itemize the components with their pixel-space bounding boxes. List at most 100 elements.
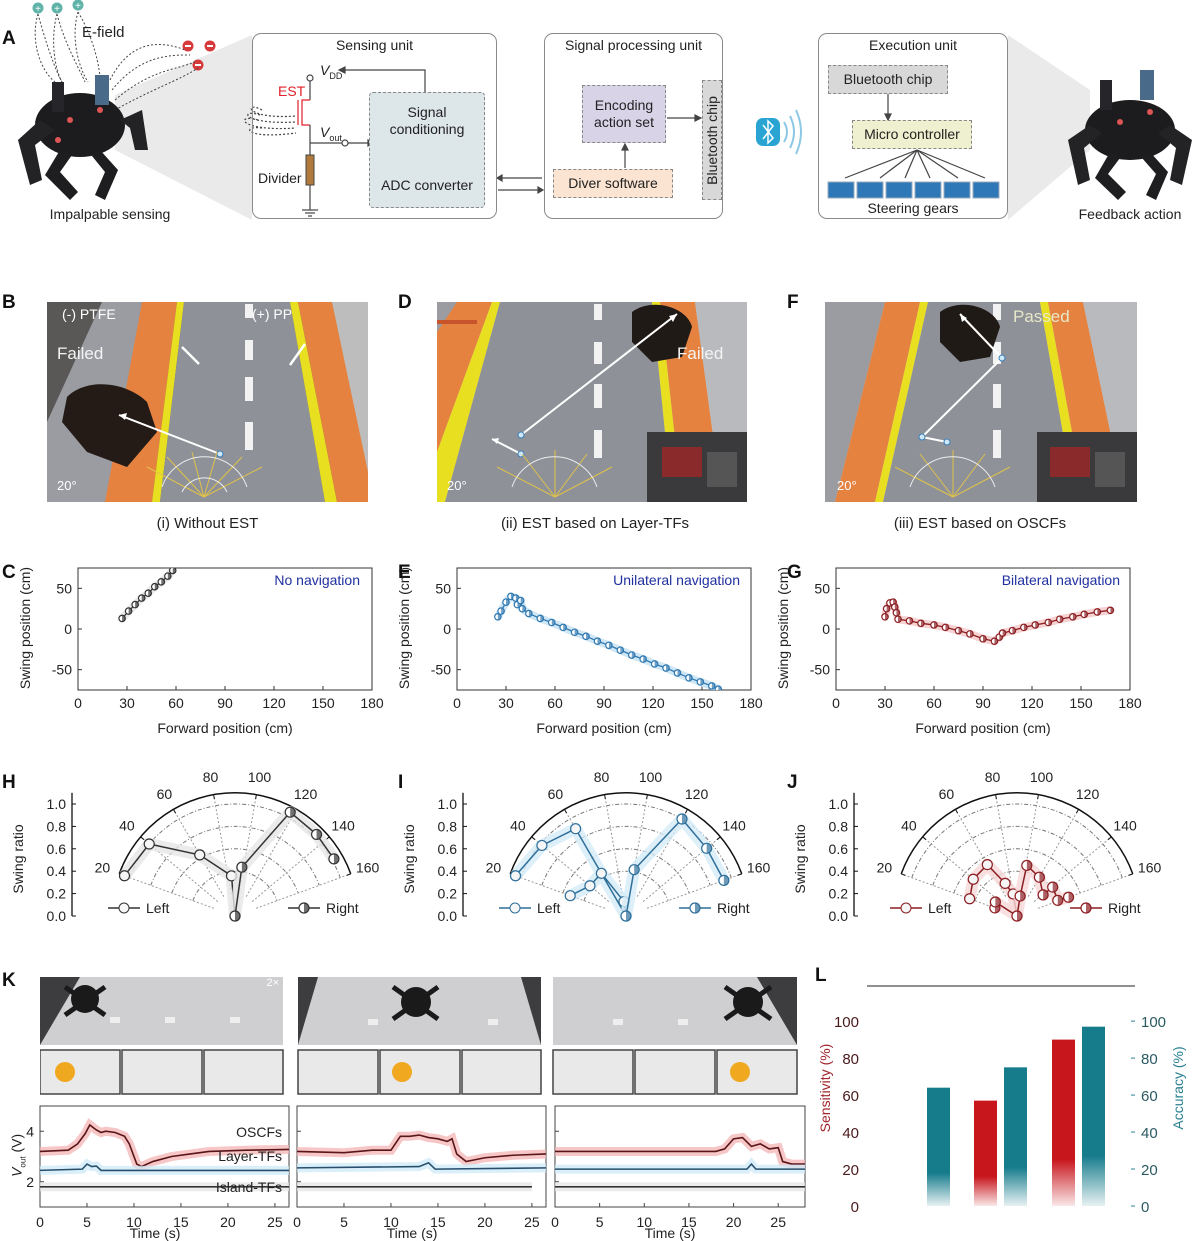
data-point-right: [1062, 891, 1075, 903]
marker-half: [1012, 627, 1016, 634]
data-point-right: [1011, 910, 1023, 922]
y-tick-label: 0.8: [438, 818, 458, 834]
vdd-label: VDD: [320, 62, 342, 81]
data-point-left: [143, 838, 155, 850]
series-band-left: [510, 822, 632, 922]
marker-half: [316, 829, 322, 840]
road-track-image: [437, 302, 747, 502]
y-tick-label: 0.0: [438, 908, 458, 924]
y-tick-label: 0.8: [47, 818, 67, 834]
x-tick-label: 60: [926, 695, 942, 711]
x-tick-label: 60: [547, 695, 563, 711]
feedback-action-label: Feedback action: [1078, 206, 1182, 222]
data-point: [559, 623, 567, 632]
data-point: [882, 604, 891, 613]
angle-tick-label: 160: [1138, 860, 1162, 876]
marker-half: [154, 583, 158, 590]
encoding-action-set-box: Encoding action set: [582, 85, 666, 143]
y-tick-label: 2: [26, 1174, 34, 1190]
legend-label-right: Right: [1108, 900, 1141, 916]
data-point: [582, 632, 590, 641]
data-point: [494, 612, 502, 621]
legend-label-right: Right: [326, 900, 359, 916]
y-tick-label: 0: [443, 621, 451, 637]
marker-half: [894, 603, 898, 611]
y-tick-label: 0.4: [829, 863, 849, 879]
marker-half: [654, 660, 658, 668]
chart-g-trajectory: 0 30 60 90 120 150 180 -50 0 50: [810, 567, 1142, 711]
left-y-tick-label: 100: [834, 1014, 859, 1031]
data-point: [1106, 606, 1115, 615]
steering-gear-icons: [827, 181, 1000, 199]
data-point: [905, 617, 914, 625]
marker-half: [597, 638, 601, 645]
data-point-left: [595, 867, 607, 879]
angle-tick-label: 120: [294, 786, 318, 802]
y-tick-label: 50: [56, 580, 72, 596]
marker-half: [896, 609, 900, 616]
marker-half: [1110, 607, 1114, 614]
chart-k3-vout: 0 5 10 15 20 25: [551, 1105, 806, 1230]
angle-tick-label: 80: [203, 769, 219, 785]
est-label: EST: [278, 83, 306, 99]
marker-half: [290, 807, 296, 818]
x-tick-label: 90: [975, 695, 991, 711]
data-point: [714, 685, 723, 690]
x-tick-label: 0: [74, 695, 82, 711]
panel-label-k: K: [2, 970, 16, 991]
y-tick-label: 0.8: [829, 818, 849, 834]
angle-tick: [716, 836, 721, 841]
y-tick-label: 50: [814, 580, 830, 596]
data-point-left: [964, 893, 976, 905]
data-point-right: [628, 864, 640, 876]
angle-tick-label: 40: [901, 817, 917, 833]
data-point-right: [229, 910, 241, 922]
angular-grid-line: [995, 794, 1014, 895]
x-tick-label: 0: [36, 1214, 44, 1230]
h-ylabel: Swing ratio: [10, 824, 26, 894]
k-photo-1: 2×: [40, 977, 283, 1045]
marker-half: [563, 624, 567, 631]
data-point: [966, 630, 974, 638]
ball-icon: [392, 1062, 412, 1082]
caption-layer-tfs: (ii) EST based on Layer-TFs: [500, 515, 690, 532]
marker-half: [1086, 903, 1091, 913]
data-point-right: [1033, 871, 1045, 883]
vout-unit: (V): [8, 1133, 25, 1157]
marker-half: [1020, 891, 1026, 902]
x-tick-label: 60: [168, 695, 184, 711]
data-point-left: [584, 880, 596, 892]
speed-label: 2×: [266, 977, 279, 989]
data-point: [990, 637, 999, 646]
angular-grid-line: [922, 836, 1001, 902]
g-ylabel: Swing position (cm): [775, 566, 791, 690]
right-y-tick-label: 80: [1141, 1051, 1158, 1068]
photo-without-est: (-) PTFE (+) PP Failed 20°: [47, 302, 368, 502]
accuracy-axis-label: Accuracy (%): [1170, 1046, 1186, 1130]
data-point: [894, 615, 902, 624]
data-point-right: [284, 806, 296, 818]
series-line-oscfs: [39, 1123, 290, 1168]
data-point-left: [967, 873, 979, 885]
angle-label: 20°: [57, 478, 77, 493]
x-tick-label: 90: [217, 695, 233, 711]
chart-k2-vout: 0 5 10 15 20 25: [293, 1105, 547, 1230]
series-line-layer-tfs: [39, 1163, 289, 1172]
data-point-right: [1014, 890, 1026, 902]
panel-label-d: D: [398, 292, 412, 313]
micro-controller-label: Micro controller: [864, 126, 960, 142]
data-point: [979, 634, 987, 643]
angle-tick-label: 20: [486, 860, 502, 876]
data-point: [954, 626, 963, 635]
radial-grid-arc: [911, 803, 1123, 878]
k-detection-boxes: [40, 1048, 798, 1095]
marker-half: [520, 597, 524, 604]
angular-grid-line: [119, 873, 215, 909]
chart-k1-vout: 0 5 10 15 20 25 2 4: [26, 1105, 290, 1230]
x-tick-label: 20: [220, 1214, 236, 1230]
marker-half: [574, 629, 578, 636]
marker-half: [983, 635, 987, 642]
marker-half: [1035, 621, 1039, 629]
impalpable-sensing-label: Impalpable sensing: [49, 206, 171, 222]
data-point: [168, 568, 177, 575]
